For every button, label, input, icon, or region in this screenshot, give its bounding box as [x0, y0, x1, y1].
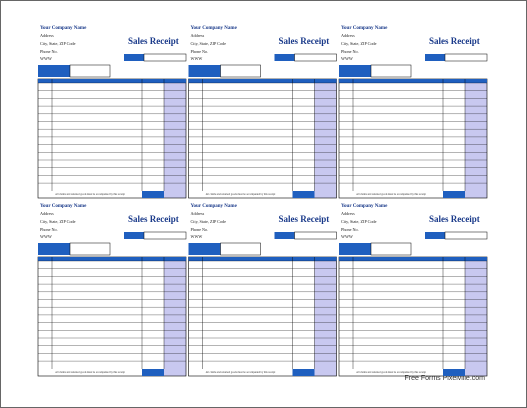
footer-note: All claims and returned goods must be ac…	[206, 193, 276, 196]
label-box	[38, 249, 70, 255]
total-label	[142, 369, 164, 376]
table-header	[188, 79, 337, 83]
label-box	[38, 71, 70, 77]
total-label	[443, 191, 465, 198]
receipt-title: Sales Receipt	[128, 36, 179, 46]
field-box	[444, 53, 488, 62]
footer-note: All claims and returned goods must be ac…	[55, 371, 125, 374]
label-box	[38, 65, 70, 71]
table-header	[38, 79, 186, 83]
total-column	[164, 257, 186, 376]
label-box	[124, 232, 144, 239]
label-box	[425, 54, 445, 61]
www: WWW	[341, 56, 353, 61]
table-header	[188, 257, 337, 261]
company-name: Your Company Name	[341, 204, 388, 209]
phone: Phone No.	[40, 227, 58, 232]
total-column	[164, 79, 186, 198]
receipt-title: Sales Receipt	[279, 214, 330, 224]
receipt-title: Sales Receipt	[279, 36, 330, 46]
receipt-title: Sales Receipt	[128, 214, 179, 224]
footer-note: All claims and returned goods must be ac…	[55, 193, 125, 196]
www: WWW	[191, 234, 203, 239]
address: Address	[40, 211, 54, 216]
company-name: Your Company Name	[191, 26, 238, 31]
label-box	[188, 249, 221, 255]
www: WWW	[40, 56, 52, 61]
field-box	[143, 53, 187, 62]
address: Address	[191, 211, 205, 216]
address: Address	[341, 211, 355, 216]
company-name: Your Company Name	[341, 26, 388, 31]
field-box	[143, 231, 187, 240]
receipt: Your Company Name Address City, State, ZIP…	[338, 26, 488, 199]
address: Address	[40, 33, 54, 38]
footer-note: All claims and returned goods must be ac…	[356, 193, 426, 196]
phone: Phone No.	[191, 227, 209, 232]
label-box	[339, 65, 371, 71]
city: City, State, ZIP Code	[40, 219, 76, 225]
city: City, State, ZIP Code	[341, 41, 377, 47]
total-column	[465, 257, 487, 376]
label-box	[188, 71, 221, 77]
receipt-title: Sales Receipt	[429, 214, 480, 224]
label-box	[274, 232, 295, 239]
footer-note: All claims and returned goods must be ac…	[356, 371, 426, 374]
city: City, State, ZIP Code	[191, 219, 227, 225]
phone: Phone No.	[191, 49, 209, 54]
watermark: Free Forms Pixelville.com	[404, 375, 485, 382]
total-label	[142, 191, 164, 198]
receipt-title: Sales Receipt	[429, 36, 480, 46]
receipt: Your Company Name Address City, State, ZIP…	[338, 204, 488, 377]
field-box	[294, 231, 337, 240]
label-box	[339, 243, 371, 249]
company-name: Your Company Name	[191, 204, 238, 209]
label-box	[425, 232, 445, 239]
city: City, State, ZIP Code	[341, 219, 377, 225]
company-name: Your Company Name	[40, 204, 87, 209]
field-box	[220, 64, 261, 78]
total-column	[314, 257, 337, 376]
field-box	[220, 242, 261, 256]
label-box	[124, 54, 144, 61]
field-box	[69, 242, 111, 256]
label-box	[38, 243, 70, 249]
field-box	[370, 242, 412, 256]
address: Address	[191, 33, 205, 38]
phone: Phone No.	[40, 49, 58, 54]
label-box	[339, 71, 371, 77]
label-box	[274, 54, 295, 61]
table-header	[339, 257, 487, 261]
total-label	[292, 369, 315, 376]
label-box	[188, 243, 221, 249]
field-box	[370, 64, 412, 78]
company-name: Your Company Name	[40, 26, 87, 31]
field-box	[444, 231, 488, 240]
address: Address	[341, 33, 355, 38]
total-column	[314, 79, 337, 198]
label-box	[339, 249, 371, 255]
phone: Phone No.	[341, 49, 359, 54]
phone: Phone No.	[341, 227, 359, 232]
total-label	[292, 191, 315, 198]
www: WWW	[341, 234, 353, 239]
label-box	[188, 65, 221, 71]
receipt: Your Company Name Address City, State, ZIP…	[188, 26, 337, 199]
table-header	[38, 257, 186, 261]
field-box	[294, 53, 337, 62]
field-box	[69, 64, 111, 78]
total-label	[443, 369, 465, 376]
www: WWW	[191, 56, 203, 61]
table-header	[339, 79, 487, 83]
footer-note: All claims and returned goods must be ac…	[206, 371, 276, 374]
total-column	[465, 79, 487, 198]
www: WWW	[40, 234, 52, 239]
city: City, State, ZIP Code	[40, 41, 76, 47]
receipt: Your Company Name Address City, State, ZIP…	[37, 204, 187, 377]
receipt: Your Company Name Address City, State, ZIP…	[37, 26, 187, 199]
receipt: Your Company Name Address City, State, ZIP…	[188, 204, 337, 377]
city: City, State, ZIP Code	[191, 41, 227, 47]
